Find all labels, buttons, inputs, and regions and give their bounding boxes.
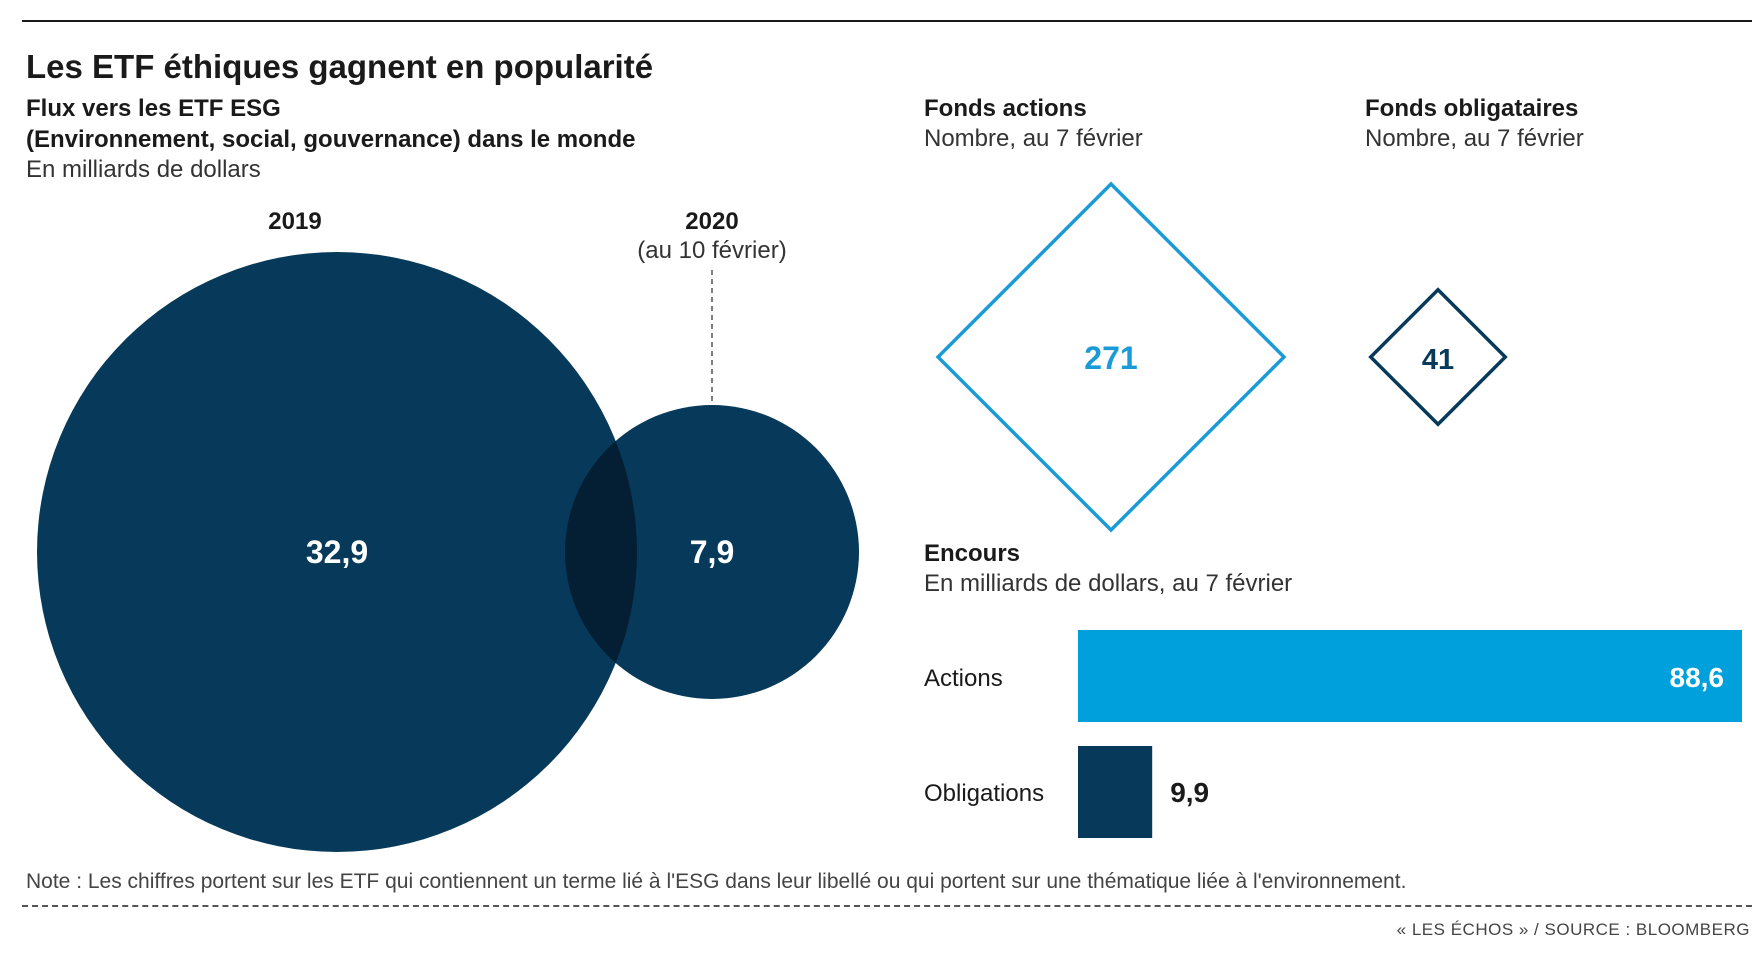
diamond-actions <box>935 181 1287 533</box>
flux-chart-subtitle: (Environnement, social, gouvernance) dan… <box>26 126 636 153</box>
bond-funds-subtitle: Nombre, au 7 février <box>1365 125 1584 152</box>
footnote: Note : Les chiffres portent sur les ETF … <box>26 870 1407 893</box>
encours-title: Encours <box>924 540 1021 567</box>
footer-divider <box>22 905 1752 907</box>
source-credit: « LES ÉCHOS » / SOURCE : BLOOMBERG <box>1396 920 1750 939</box>
bar-label-obligations: Obligations <box>924 780 1045 807</box>
diamond-actions-value: 271 <box>1084 340 1137 376</box>
bubble-2020 <box>564 404 860 700</box>
bubble-value-2020: 7,9 <box>690 534 734 570</box>
page-title: Les ETF éthiques gagnent en popularité <box>26 48 654 85</box>
flux-chart-title: Flux vers les ETF ESG <box>26 95 281 122</box>
bubble-2019 <box>37 252 637 852</box>
diamond-chart: 271 41 <box>935 181 1508 533</box>
bubble-year-2019: 2019 <box>268 208 322 235</box>
encours-subtitle: En milliards de dollars, au 7 février <box>924 570 1293 597</box>
top-rule <box>22 20 1752 22</box>
flux-chart-unit: En milliards de dollars <box>26 156 261 183</box>
bubble-year-2020: 2020 <box>685 208 739 235</box>
actions-funds-subtitle: Nombre, au 7 février <box>924 125 1143 152</box>
bar-obligations <box>1078 746 1153 838</box>
diamond-obligations <box>1368 287 1508 427</box>
bubble-value-2019: 32,9 <box>306 534 368 570</box>
bar-actions <box>1078 630 1742 722</box>
bar-label-actions: Actions <box>924 665 1003 692</box>
bubble-year-2020-note: (au 10 février) <box>637 237 787 264</box>
bond-funds-title: Fonds obligataires <box>1365 95 1579 122</box>
bar-value-obligations: 9,9 <box>1170 777 1209 808</box>
diamond-obligations-value: 41 <box>1422 344 1454 376</box>
bar-value-actions: 88,6 <box>1670 662 1725 693</box>
actions-funds-title: Fonds actions <box>924 95 1087 122</box>
bubble-chart: 32,9 7,9 <box>37 252 860 852</box>
